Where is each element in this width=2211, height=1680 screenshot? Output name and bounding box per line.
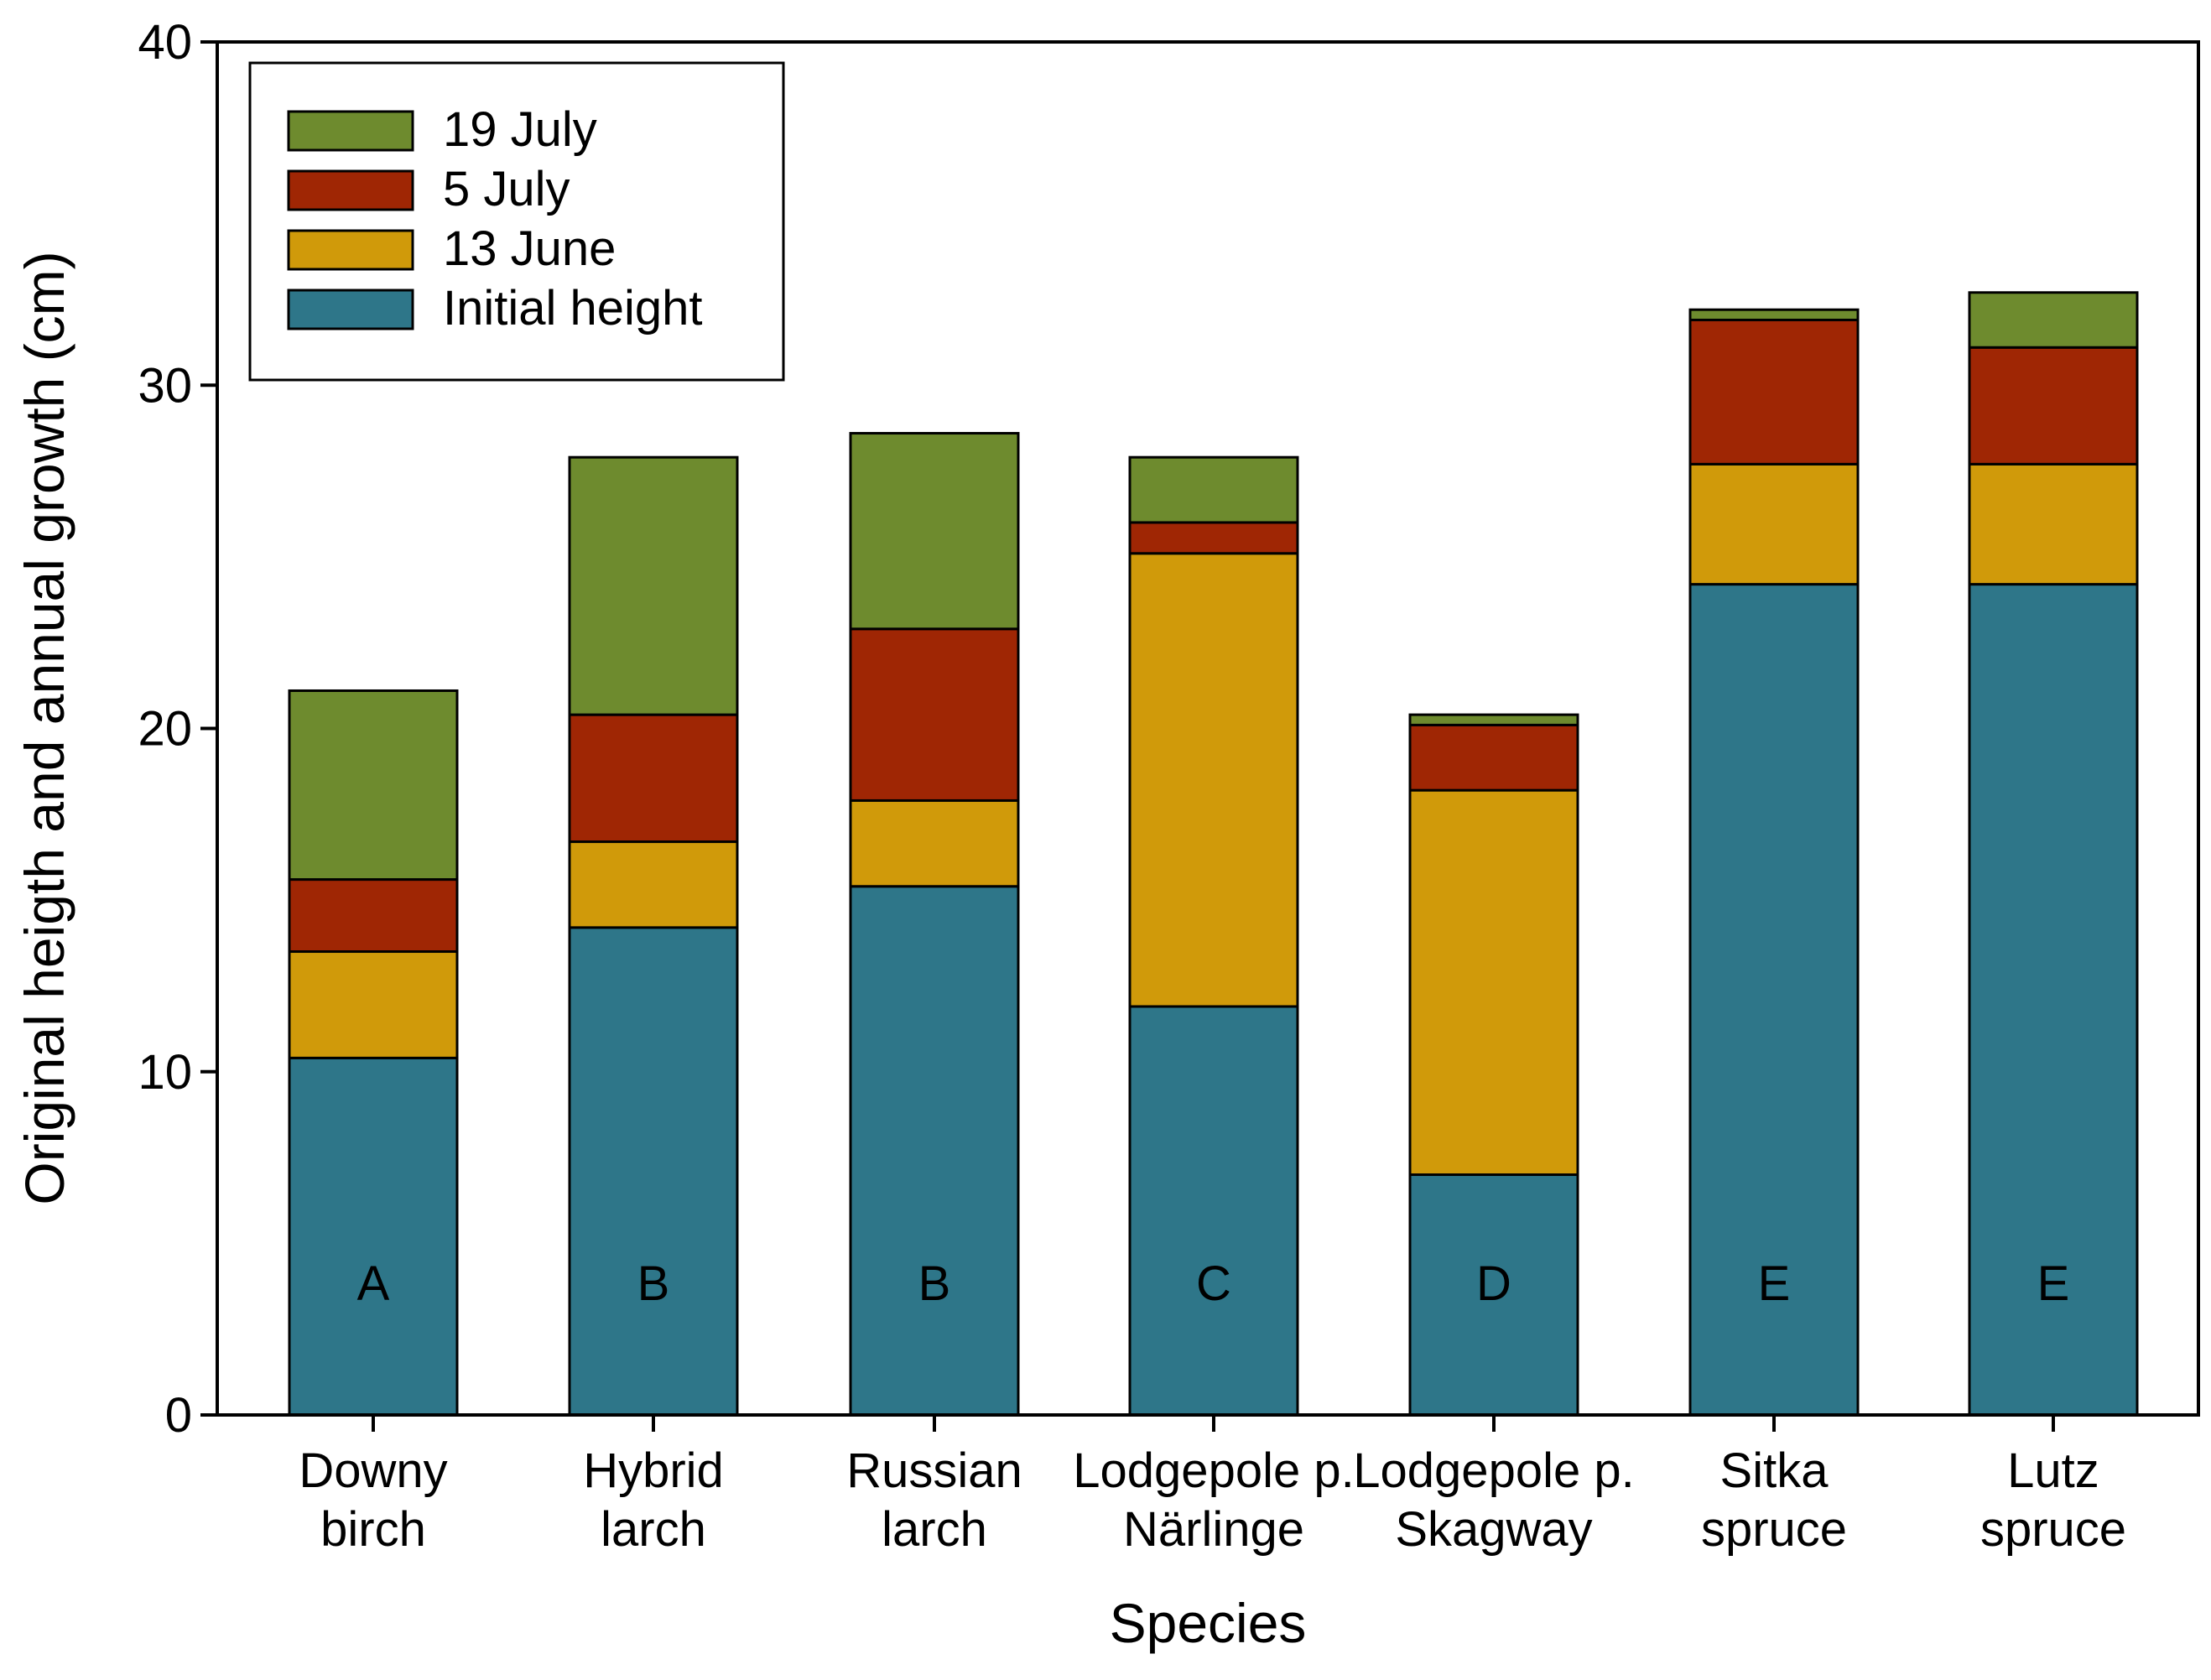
bar-5-july-7 — [1968, 346, 2139, 466]
bar-19-july-3 — [849, 432, 1020, 631]
legend-label-19-july: 19 July — [443, 102, 597, 157]
group-letter-7: E — [2037, 1256, 2070, 1311]
legend-swatch-initial-height — [287, 289, 414, 330]
bar-initial-height-3 — [849, 885, 1020, 1417]
y-tick-label: 30 — [138, 358, 192, 413]
bar-19-july-4 — [1128, 455, 1299, 524]
group-letter-4: C — [1196, 1256, 1231, 1311]
bar-5-july-1 — [288, 878, 459, 954]
bar-19-july-5 — [1408, 713, 1579, 726]
bar-13-june-6 — [1688, 462, 1860, 586]
bar-initial-height-1 — [288, 1056, 459, 1417]
x-category-label-7: Lutz spruce — [1980, 1443, 2126, 1557]
x-labels-layer: Downy birch Hybrid larch Russian larch Lodgepo… — [299, 1415, 2126, 1557]
group-letter-5: D — [1476, 1256, 1511, 1311]
group-letter-6: E — [1758, 1256, 1791, 1311]
legend-swatch-5-july — [287, 169, 414, 211]
x-category-label-6: Sitka spruce — [1701, 1443, 1847, 1557]
legend-label-5-july: 5 July — [443, 162, 570, 216]
bar-5-july-4 — [1128, 521, 1299, 555]
x-category-label-3: Russian larch — [846, 1443, 1022, 1557]
bar-5-july-3 — [849, 627, 1020, 802]
legend-swatch-19-july — [287, 110, 414, 152]
bar-19-july-1 — [288, 689, 459, 882]
bars-layer — [288, 291, 2139, 1417]
bar-13-june-3 — [849, 798, 1020, 888]
x-category-label-1: Downy birch — [299, 1443, 447, 1557]
legend-label-13-june: 13 June — [443, 221, 616, 276]
x-category-label-2: Hybrid larch — [583, 1443, 724, 1557]
bar-5-july-5 — [1408, 723, 1579, 792]
y-tick-label: 40 — [138, 15, 192, 70]
bar-13-june-2 — [568, 840, 739, 929]
x-category-label-4: Lodgepole p. Närlinge — [1073, 1443, 1354, 1557]
legend-label-initial-height: Initial height — [443, 281, 703, 335]
bar-13-june-5 — [1408, 788, 1579, 1177]
bar-19-july-7 — [1968, 291, 2139, 349]
x-axis-title: Species — [1110, 1592, 1307, 1654]
bar-initial-height-2 — [568, 926, 739, 1417]
y-ticks-layer: 0 10 20 30 40 — [138, 15, 217, 1443]
bar-initial-height-6 — [1688, 583, 1860, 1417]
y-axis-title: Original heigth and annual growth (cm) — [13, 251, 75, 1204]
bar-13-june-4 — [1128, 552, 1299, 1008]
bar-5-july-2 — [568, 713, 739, 844]
x-category-label-5: Lodgepole p. Skagway — [1353, 1443, 1634, 1557]
y-tick-label: 20 — [138, 702, 192, 757]
bar-initial-height-4 — [1128, 1005, 1299, 1417]
bar-19-july-2 — [568, 455, 739, 716]
group-letter-2: B — [637, 1256, 670, 1311]
bar-19-july-6 — [1688, 308, 1860, 321]
y-tick-label: 10 — [138, 1045, 192, 1100]
bar-13-june-7 — [1968, 462, 2139, 586]
bar-initial-height-5 — [1408, 1173, 1579, 1417]
bar-13-june-1 — [288, 950, 459, 1059]
legend-swatch-13-june — [287, 229, 414, 271]
bar-5-july-6 — [1688, 318, 1860, 466]
y-tick-label: 0 — [165, 1388, 192, 1443]
group-letter-1: A — [357, 1256, 390, 1311]
group-letter-3: B — [918, 1256, 951, 1311]
